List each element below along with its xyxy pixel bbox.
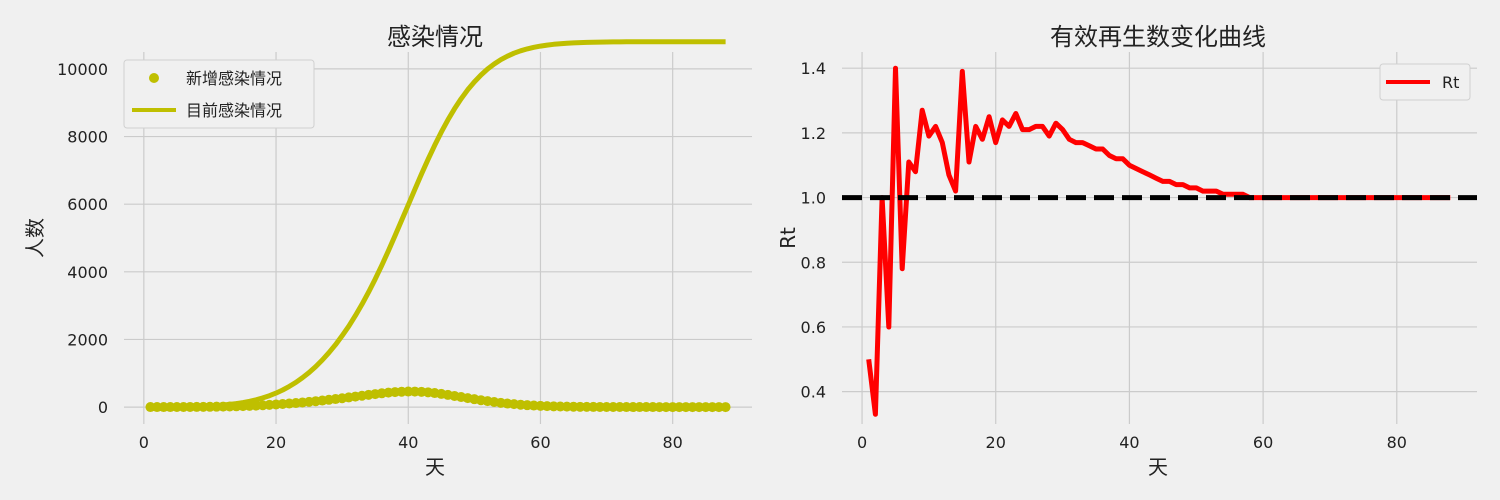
legend-rt-label: Rt [1442, 73, 1459, 92]
infection-marks [145, 39, 731, 413]
rt-y-tick-label: 1.2 [801, 124, 826, 143]
infection-x-tick-label: 80 [662, 433, 682, 452]
infection-x-tick-label: 60 [530, 433, 550, 452]
infection-y-tick-label: 0 [98, 398, 108, 417]
rt-x-tick-label: 20 [986, 433, 1006, 452]
legend-new-infection-label: 新增感染情况 [186, 69, 282, 88]
rt-y-tick-label: 1.0 [801, 189, 826, 208]
rt-x-tick-label: 80 [1387, 433, 1407, 452]
rt-y-tick-label: 0.4 [801, 383, 826, 402]
infection-y-tick-label: 6000 [67, 195, 108, 214]
rt-y-axis-label: Rt [776, 227, 800, 249]
infection-y-tick-label: 10000 [57, 60, 108, 79]
infection-chart: 0 20 40 60 80 0 2000 4000 6000 8000 10000 感染情况 天 人… [23, 23, 752, 479]
infection-y-tick-label: 4000 [67, 263, 108, 282]
rt-legend: Rt [1379, 63, 1471, 101]
rt-tick-labels: 0 20 40 60 80 0.4 0.6 0.8 1.0 1.2 1.4 [801, 59, 1407, 452]
infection-series-line [150, 39, 726, 410]
infection-y-tick-label: 8000 [67, 128, 108, 147]
infection-x-axis-label: 天 [425, 455, 445, 479]
infection-x-tick-label: 40 [398, 433, 418, 452]
infection-legend: 新增感染情况 目前感染情况 [123, 59, 315, 129]
infection-y-tick-label: 2000 [67, 330, 108, 349]
rt-chart: 0 20 40 60 800.40.60.81.01.21.4 有效再生数变化曲线 天 … [776, 23, 1477, 479]
infection-chart-title: 感染情况 [387, 23, 483, 51]
legend-current-infection-label: 目前感染情况 [186, 101, 282, 120]
legend-new-infection-marker [149, 73, 159, 83]
infection-y-axis-label: 人数 [23, 218, 47, 258]
rt-y-tick-label: 1.4 [801, 59, 826, 78]
rt-y-tick-label: 0.6 [801, 318, 826, 337]
infection-scatter-point [720, 402, 731, 413]
infection-x-tick-label: 20 [266, 433, 286, 452]
infection-x-tick-label: 0 [139, 433, 149, 452]
rt-marks [842, 65, 1477, 417]
rt-x-tick-label: 60 [1253, 433, 1273, 452]
rt-x-axis-label: 天 [1148, 455, 1168, 479]
infection-tick-labels: 0 20 40 60 80 0 2000 4000 6000 8000 10000 [57, 60, 683, 452]
rt-chart-title: 有效再生数变化曲线 [1050, 23, 1266, 51]
rt-x-tick-label: 40 [1119, 433, 1139, 452]
rt-x-tick-label: 0 [857, 433, 867, 452]
rt-y-tick-label: 0.8 [801, 253, 826, 272]
